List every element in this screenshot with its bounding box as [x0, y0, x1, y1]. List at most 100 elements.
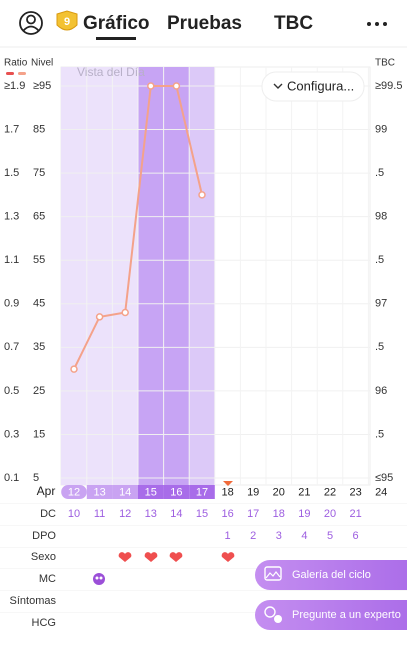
y-tick-label: 25 — [33, 385, 45, 397]
ratio-tick-label: 1.7 — [4, 123, 19, 135]
more-menu[interactable] — [367, 22, 387, 26]
x-tick-label: 20 — [273, 486, 285, 498]
y-axis-label: Nivel — [31, 58, 53, 69]
y-tick-label: 35 — [33, 341, 45, 353]
highlight-band — [61, 67, 138, 485]
y2-tick-label: .5 — [375, 167, 384, 179]
row-value: 17 — [247, 508, 259, 520]
y2-tick-label: .5 — [375, 428, 384, 440]
y2-tick-label: .5 — [375, 254, 384, 266]
profile-icon[interactable] — [19, 11, 43, 35]
y2-tick-label: 98 — [375, 211, 387, 223]
y2-tick-label: .5 — [375, 341, 384, 353]
day-pill — [61, 485, 87, 499]
point — [147, 82, 155, 90]
day-pill — [163, 485, 190, 499]
settings-text: Configura... — [287, 78, 354, 93]
row-label: DC — [40, 508, 56, 520]
row-value: 3 — [276, 530, 282, 542]
day-pill — [112, 485, 138, 499]
gallery-button[interactable]: Galería del ciclo — [255, 560, 407, 590]
row-label: HCG — [32, 617, 56, 629]
y2-tick-label: ≥99.5 — [375, 80, 402, 92]
y-tick-label: 75 — [33, 167, 45, 179]
y2-tick-label: 97 — [375, 298, 387, 310]
highlight-band — [189, 67, 215, 485]
row-value: 4 — [301, 530, 307, 542]
row-value: 12 — [119, 508, 131, 520]
line — [73, 85, 203, 370]
y2-tick-label: 99 — [375, 123, 387, 135]
x-tick-label: 24 — [375, 486, 387, 498]
row-value: 16 — [221, 508, 233, 520]
ratio-tick-label: 1.3 — [4, 211, 19, 223]
x-tick-label: 19 — [247, 486, 259, 498]
x-tick-label: 16 — [170, 486, 182, 498]
x-tick-label: 22 — [324, 486, 336, 498]
row-value: 10 — [68, 508, 80, 520]
point — [95, 313, 104, 321]
row-value: 6 — [353, 530, 359, 542]
day-pill — [189, 485, 215, 499]
x-tick-label: 12 — [68, 486, 80, 498]
ratio-tick-label: 1.5 — [4, 167, 19, 179]
y-tick-label: 15 — [33, 428, 45, 440]
button-text: Pregunte a un experto — [292, 609, 401, 621]
row-value: 13 — [145, 508, 157, 520]
row-value: 1 — [225, 530, 231, 542]
ratio-tick-label: 0.1 — [4, 472, 19, 484]
tab[interactable]: TBC — [274, 13, 313, 34]
x-tick-label: 15 — [145, 486, 157, 498]
ratio-tick-label: 0.5 — [4, 385, 19, 397]
expert-button[interactable]: Pregunte a un experto — [255, 600, 407, 630]
y2-axis-label: TBC — [375, 58, 395, 69]
month-label: Apr — [37, 484, 56, 498]
tab[interactable]: Pruebas — [167, 13, 242, 34]
row-stripes — [0, 503, 407, 613]
x-tick-label: 17 — [196, 486, 208, 498]
row-value: 18 — [273, 508, 285, 520]
sex-hearts — [118, 552, 235, 562]
y-tick-label: 45 — [33, 298, 45, 310]
ratio-tick-label: 0.9 — [4, 298, 19, 310]
row-value: 2 — [250, 530, 256, 542]
row-value: 15 — [196, 508, 208, 520]
row-label: Sexo — [31, 551, 56, 563]
row-value: 5 — [327, 530, 333, 542]
mucus-icon — [93, 573, 105, 585]
badge-text: 9 — [64, 16, 70, 28]
y-tick-label: 85 — [33, 123, 45, 135]
row-value: 21 — [349, 508, 361, 520]
x-tick-label: 14 — [119, 486, 131, 498]
ratio-label: Ratio — [4, 58, 28, 69]
y-tick-label: 55 — [33, 254, 45, 266]
day-pill — [138, 485, 164, 499]
y-tick-label: ≥95 — [33, 80, 51, 92]
y2-tick-label: 96 — [375, 385, 387, 397]
point — [172, 82, 181, 90]
settings-button[interactable]: Configura... — [261, 71, 365, 102]
button-text: Galería del ciclo — [292, 569, 371, 581]
point — [198, 191, 206, 199]
x-tick-label: 21 — [298, 486, 310, 498]
row-label: DPO — [32, 530, 56, 542]
row-value: 14 — [170, 508, 182, 520]
ratio-tick-label: ≥1.9 — [4, 80, 25, 92]
row-value: 20 — [324, 508, 336, 520]
ratio-tick-label: 1.1 — [4, 254, 19, 266]
tab[interactable]: Gráfico — [83, 13, 150, 34]
point — [70, 365, 78, 373]
annotation: Vista del Día — [77, 65, 145, 79]
ratio-key — [6, 72, 14, 75]
level-key — [18, 72, 26, 75]
x-tick-label: 18 — [221, 486, 233, 498]
y2-tick-label: ≤95 — [375, 472, 393, 484]
y-tick-label: 5 — [33, 472, 39, 484]
tab-underline — [96, 37, 136, 40]
x-tick-label: 13 — [93, 486, 105, 498]
level-badge[interactable]: 9 — [56, 10, 78, 31]
x-tick-label: 23 — [349, 486, 361, 498]
row-value: 11 — [94, 508, 105, 520]
